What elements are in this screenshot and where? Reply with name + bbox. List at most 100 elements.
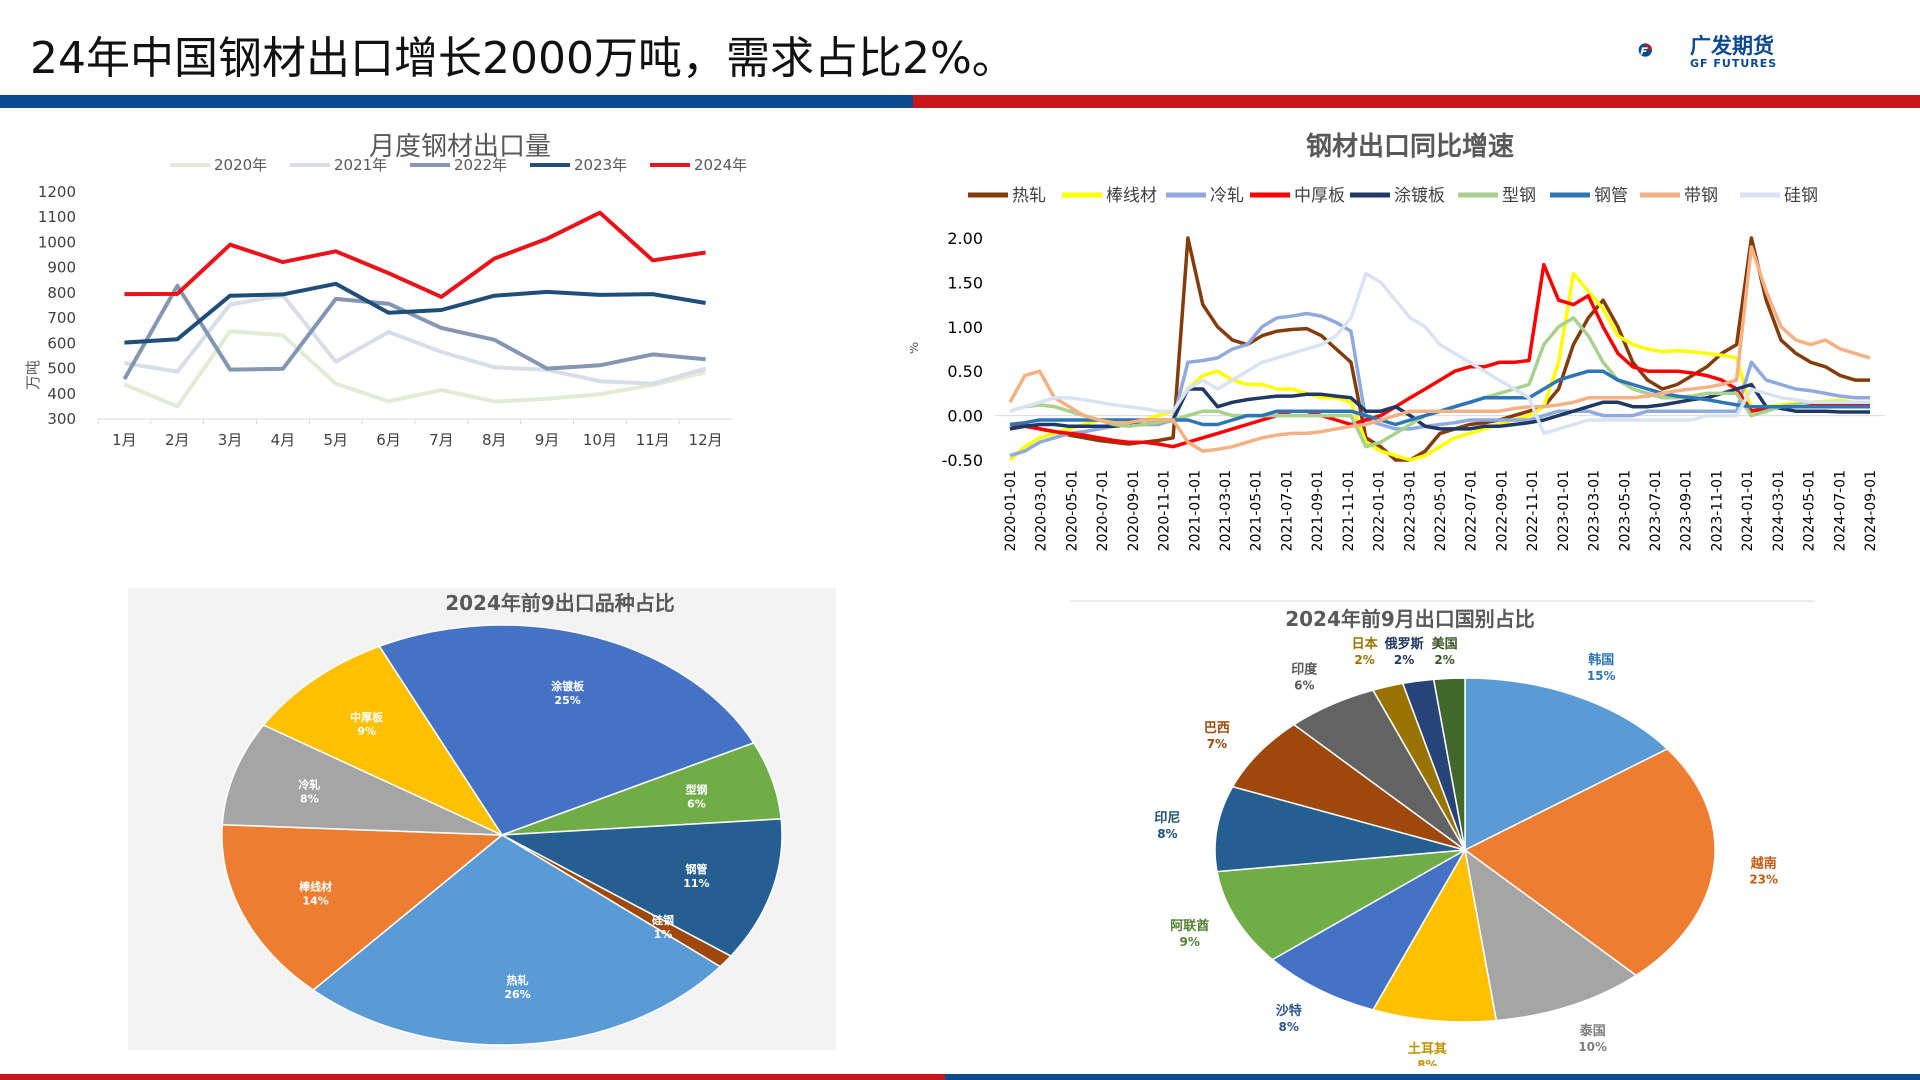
chart1-legend: 2020年 2021年 2022年 2023年 2024年 [170, 156, 747, 174]
pie2-label-pct: 14% [302, 895, 328, 908]
chart2-legend-label: 钢管 [1594, 186, 1628, 206]
chart2-x-tick: 2020-09-01 [1126, 470, 1142, 551]
chart1-y-tick: 1000 [38, 233, 76, 251]
chart1-y-tick: 800 [47, 284, 76, 302]
chart1-x-tick: 9月 [535, 431, 560, 449]
chart1-series-line-2 [122, 283, 706, 381]
chart2-x-tick: 2020-07-01 [1095, 470, 1111, 551]
chart2-x-tick: 2021-01-01 [1187, 470, 1203, 551]
pie2-label-name: 型钢 [686, 782, 708, 796]
chart1-x-tick: 7月 [429, 431, 454, 449]
chart2-y-tick: 1.00 [947, 318, 983, 337]
chart1-y-tick: 700 [47, 309, 76, 327]
chart2-axes: -0.50 0.00 0.50 1.00 1.50 2.00 2020-01-01 2020-… [942, 229, 1885, 551]
chart1-legend-label: 2023年 [574, 156, 627, 174]
chart1-y-tick: 1200 [38, 183, 76, 201]
pie3-slice-3 [1371, 847, 1498, 1023]
chart2-ylabel: % [910, 342, 922, 354]
chart2-title: 钢材出口同比增速 [1306, 131, 1514, 162]
chart2-x-tick: 2021-05-01 [1249, 470, 1265, 551]
pie2-label-pct: 6% [687, 797, 706, 810]
pie2-slice-6 [221, 724, 503, 836]
chart4-title: 2024年前9月出口国别占比 [1285, 607, 1535, 631]
chart1-legend-label: 2020年 [214, 156, 267, 174]
logo-icon [1638, 43, 1652, 57]
pie2-label-pct: 9% [357, 725, 376, 738]
pie2-label-name: 热轧 [507, 973, 529, 987]
chart2-x-tick: 2021-07-01 [1279, 470, 1295, 551]
chart1-x-tick: 3月 [218, 431, 243, 449]
pie3-label-pct: 2% [1354, 653, 1374, 667]
chart2-series-line-8 [1009, 271, 1870, 436]
pie2-label-name: 棒线材 [299, 880, 332, 894]
pie3-slice-0 [1464, 677, 1669, 852]
chart2-series-line-1 [1008, 271, 1870, 462]
chart2-x-tick: 2021-09-01 [1310, 470, 1326, 551]
chart2-x-tick: 2023-07-01 [1648, 470, 1664, 551]
pie3-label-name: 美国 [1432, 636, 1458, 652]
pie3-slice-7 [1231, 723, 1466, 851]
pie2-label-pct: 11% [683, 877, 709, 890]
chart1-legend-label: 2024年 [694, 156, 747, 174]
pie3-label-name: 印尼 [1154, 811, 1180, 826]
pie3-slice-5 [1216, 849, 1466, 961]
chart2-legend-label: 型钢 [1502, 186, 1536, 206]
chart2-x-tick: 2024-01-01 [1740, 470, 1756, 551]
pie2-label-name: 中厚板 [350, 710, 384, 724]
chart2-legend: 热轧 棒线材 冷轧 中厚板 涂镀板 型钢 钢管 带钢 硅钢 [968, 186, 1818, 206]
footer-bar-blue [945, 1074, 1920, 1080]
yoy-growth-chart: 钢材出口同比增速 热轧 棒线材 冷轧 中厚板 涂镀板 型钢 钢管 带钢 硅钢 % -0.50 0.… [910, 131, 1885, 551]
chart2-x-tick: 2022-05-01 [1433, 470, 1449, 551]
pie2-label-name: 涂镀板 [551, 679, 585, 693]
chart2-legend-label: 冷轧 [1210, 186, 1244, 206]
chart2-legend-label: 硅钢 [1784, 186, 1818, 206]
chart2-x-tick: 2024-03-01 [1771, 470, 1787, 551]
chart2-x-tick: 2022-07-01 [1464, 470, 1480, 551]
chart1-y-tick: 400 [47, 385, 76, 403]
chart2-y-tick: 0.50 [947, 362, 983, 381]
country-share-pie: 2024年前9月出口国别占比 韩国15%越南23%泰国10%土耳其8%沙特8%阿… [1070, 600, 1815, 1066]
chart1-series-line-3 [124, 281, 706, 345]
pie2-label-pct: 8% [300, 792, 319, 805]
chart1-x-tick: 2月 [165, 431, 190, 449]
chart2-x-tick: 2024-07-01 [1832, 470, 1848, 551]
pie3-label-pct: 8% [1417, 1058, 1437, 1066]
chart1-x-tick: 10月 [583, 431, 617, 449]
pie2-label-name: 钢管 [685, 862, 707, 876]
chart3-slices [221, 624, 783, 1046]
chart1-legend-label: 2021年 [334, 156, 387, 174]
chart2-series [1008, 236, 1871, 462]
chart3-title: 2024年前9出口品种占比 [445, 591, 675, 615]
chart1-series-line-4 [124, 210, 706, 299]
chart2-x-tick: 2022-01-01 [1372, 470, 1388, 551]
chart1-legend-label: 2022年 [454, 156, 507, 174]
pie2-slice-0 [378, 624, 755, 836]
chart1-x-tick: 8月 [482, 431, 507, 449]
pie2-slice-5 [221, 823, 505, 992]
logo-text: 广发期货 [1690, 34, 1774, 58]
header-bar-red [913, 95, 1920, 108]
logo-subtext: GF FUTURES [1690, 57, 1778, 70]
pie2-slice-7 [262, 645, 505, 837]
pie3-label-pct: 8% [1157, 827, 1177, 841]
chart2-x-tick: 2020-01-01 [1003, 470, 1019, 551]
chart1-x-tick: 1月 [112, 431, 137, 449]
pie2-label-name: 冷轧 [298, 777, 320, 791]
pie3-slice-11 [1432, 677, 1466, 851]
pie3-label-name: 越南 [1750, 855, 1777, 871]
pie3-label-name: 巴西 [1204, 721, 1230, 736]
chart1-y-tick: 300 [47, 410, 76, 428]
pie3-label-name: 韩国 [1588, 652, 1614, 668]
chart2-x-tick: 2021-11-01 [1341, 470, 1357, 551]
footer-bar-red [0, 1074, 945, 1080]
pie2-label-pct: 26% [504, 988, 530, 1001]
pie3-label-name: 土耳其 [1408, 1041, 1447, 1057]
chart1-title: 月度钢材出口量 [369, 132, 551, 162]
header-bar-blue [0, 95, 913, 108]
pie3-label-name: 俄罗斯 [1384, 636, 1424, 652]
chart1-y-tick: 1100 [38, 208, 76, 226]
chart2-legend-label: 热轧 [1012, 186, 1046, 206]
chart2-legend-label: 中厚板 [1294, 186, 1345, 206]
